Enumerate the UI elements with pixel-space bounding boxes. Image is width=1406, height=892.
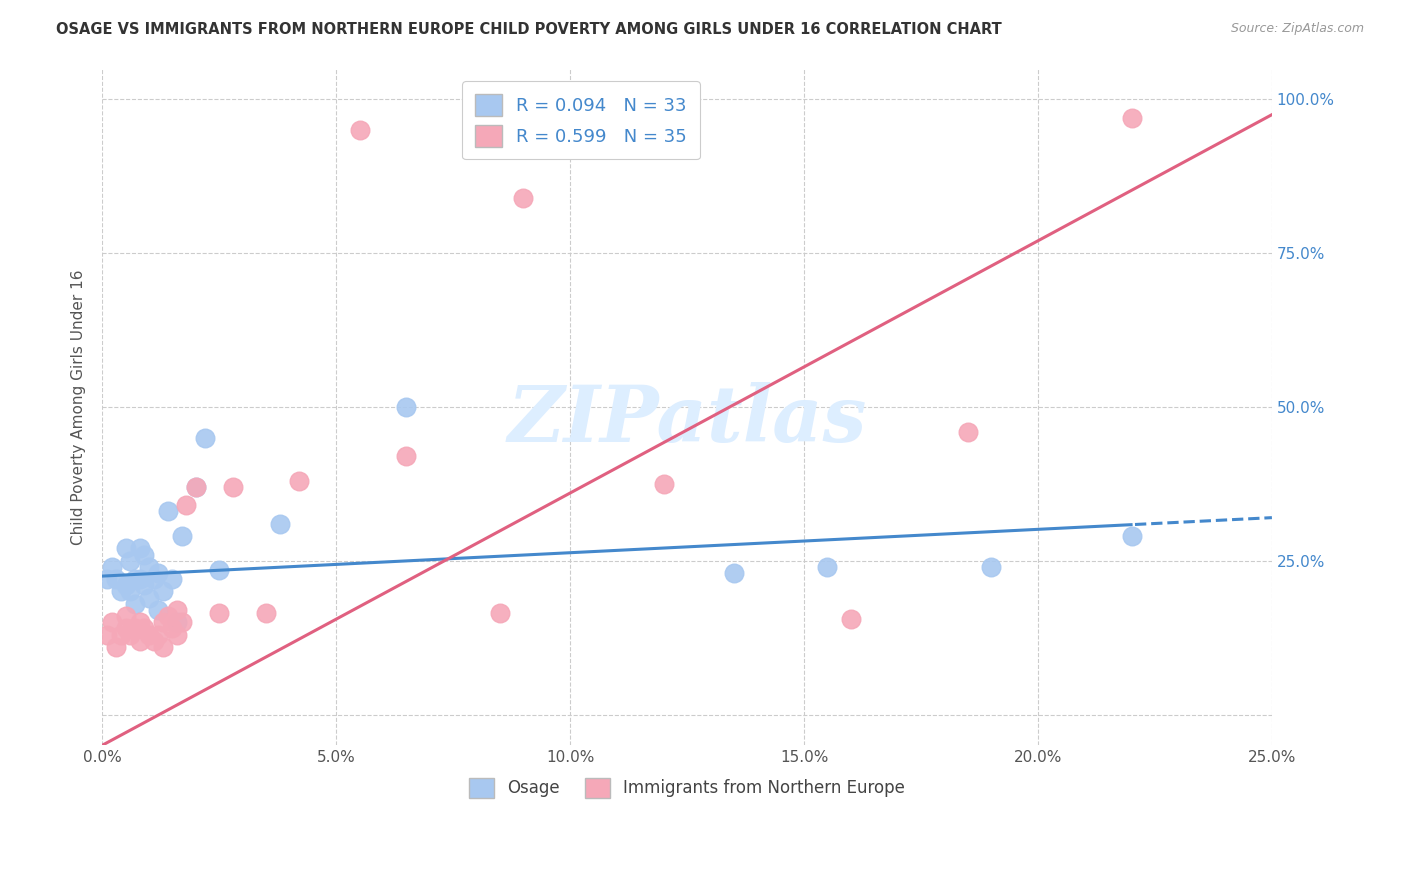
Point bbox=[194, 431, 217, 445]
Point bbox=[96, 572, 118, 586]
Point bbox=[723, 566, 745, 580]
Point bbox=[162, 621, 184, 635]
Point bbox=[170, 615, 193, 630]
Point bbox=[222, 480, 245, 494]
Point bbox=[134, 578, 156, 592]
Point bbox=[138, 627, 160, 641]
Point bbox=[128, 633, 150, 648]
Point bbox=[152, 584, 174, 599]
Point bbox=[395, 449, 418, 463]
Point bbox=[176, 499, 198, 513]
Point bbox=[128, 572, 150, 586]
Point bbox=[254, 606, 277, 620]
Point bbox=[269, 516, 291, 531]
Point bbox=[110, 584, 132, 599]
Point bbox=[208, 606, 231, 620]
Point bbox=[105, 640, 128, 654]
Point bbox=[114, 609, 136, 624]
Point bbox=[395, 400, 418, 414]
Point bbox=[152, 615, 174, 630]
Point bbox=[138, 591, 160, 605]
Point bbox=[142, 572, 165, 586]
Point bbox=[124, 572, 146, 586]
Point bbox=[124, 621, 146, 635]
Y-axis label: Child Poverty Among Girls Under 16: Child Poverty Among Girls Under 16 bbox=[72, 269, 86, 545]
Point bbox=[1121, 111, 1143, 125]
Point bbox=[128, 541, 150, 556]
Point bbox=[156, 609, 179, 624]
Point bbox=[120, 554, 142, 568]
Point bbox=[105, 572, 128, 586]
Point bbox=[100, 560, 122, 574]
Point bbox=[148, 627, 170, 641]
Point bbox=[208, 563, 231, 577]
Point bbox=[114, 578, 136, 592]
Point bbox=[980, 560, 1002, 574]
Point bbox=[96, 627, 118, 641]
Text: ZIPatlas: ZIPatlas bbox=[508, 382, 866, 458]
Point bbox=[956, 425, 979, 439]
Point bbox=[162, 572, 184, 586]
Point bbox=[148, 566, 170, 580]
Point bbox=[652, 476, 675, 491]
Point bbox=[120, 627, 142, 641]
Point bbox=[142, 633, 165, 648]
Point bbox=[148, 603, 170, 617]
Text: OSAGE VS IMMIGRANTS FROM NORTHERN EUROPE CHILD POVERTY AMONG GIRLS UNDER 16 CORR: OSAGE VS IMMIGRANTS FROM NORTHERN EUROPE… bbox=[56, 22, 1002, 37]
Point bbox=[114, 541, 136, 556]
Point bbox=[170, 529, 193, 543]
Point bbox=[100, 615, 122, 630]
Point bbox=[489, 606, 512, 620]
Point bbox=[287, 474, 309, 488]
Point bbox=[134, 548, 156, 562]
Point bbox=[839, 612, 862, 626]
Point bbox=[120, 584, 142, 599]
Point bbox=[184, 480, 207, 494]
Point bbox=[138, 560, 160, 574]
Point bbox=[156, 504, 179, 518]
Point bbox=[184, 480, 207, 494]
Point bbox=[512, 191, 534, 205]
Point bbox=[128, 615, 150, 630]
Point bbox=[349, 123, 371, 137]
Point bbox=[124, 597, 146, 611]
Point bbox=[166, 627, 188, 641]
Point bbox=[152, 640, 174, 654]
Point bbox=[815, 560, 838, 574]
Legend: Osage, Immigrants from Northern Europe: Osage, Immigrants from Northern Europe bbox=[463, 771, 912, 805]
Point bbox=[134, 621, 156, 635]
Point bbox=[114, 621, 136, 635]
Point bbox=[110, 627, 132, 641]
Point bbox=[166, 615, 188, 630]
Point bbox=[166, 603, 188, 617]
Text: Source: ZipAtlas.com: Source: ZipAtlas.com bbox=[1230, 22, 1364, 36]
Point bbox=[1121, 529, 1143, 543]
